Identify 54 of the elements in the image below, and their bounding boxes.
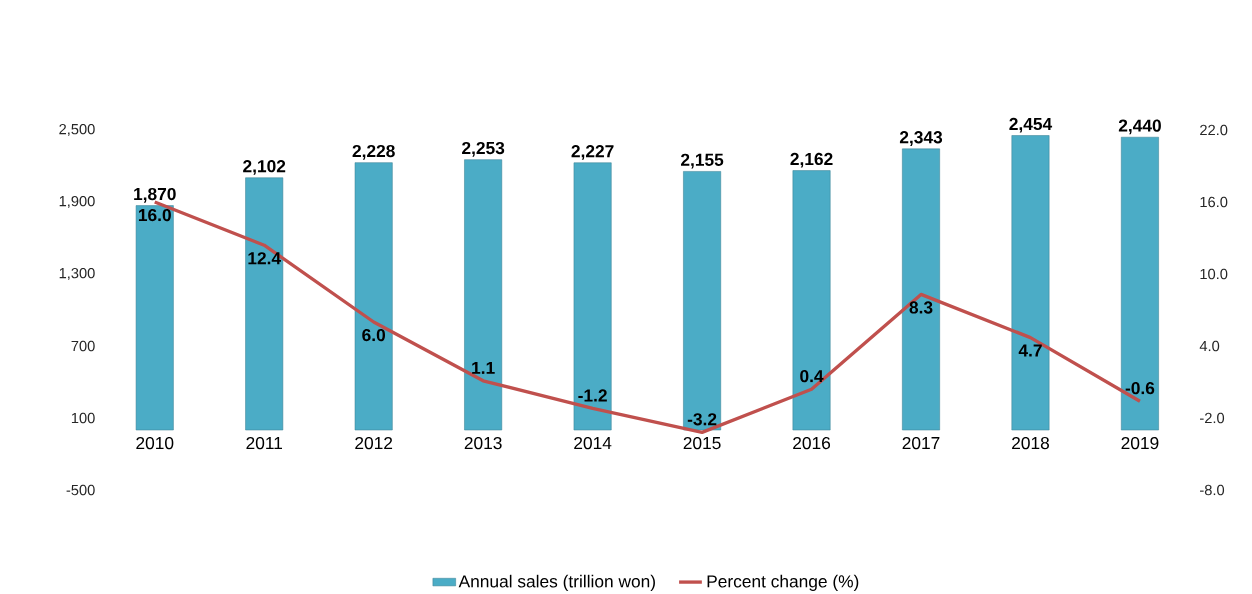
data-label: 12.4 — [248, 252, 281, 265]
data-label: 0.4 — [800, 369, 824, 383]
data-label: 2,227 — [571, 145, 614, 160]
x-tick-label: 2014 — [574, 436, 612, 450]
data-label: -3.2 — [687, 413, 717, 426]
y-tick-label: -500 — [66, 484, 95, 496]
data-label: 2,102 — [243, 160, 286, 175]
data-label: -0.6 — [1125, 381, 1155, 395]
data-label: -1.2 — [578, 389, 607, 402]
y-tick-label: 1,300 — [59, 267, 95, 281]
x-tick-label: 2015 — [683, 436, 721, 450]
y-tick-label: 700 — [71, 340, 95, 352]
data-label: 2,343 — [899, 131, 943, 146]
bar — [245, 177, 284, 431]
data-label: 2,253 — [462, 141, 505, 157]
x-tick-label: 2017 — [902, 436, 940, 450]
data-label: 8.3 — [909, 301, 933, 314]
x-tick-label: 2012 — [355, 436, 393, 450]
y-tick-label: 100 — [71, 412, 95, 424]
bar — [573, 162, 612, 431]
bar — [135, 205, 174, 431]
bar — [1121, 136, 1159, 431]
y-tick-label: 1,900 — [59, 195, 95, 209]
bar — [683, 171, 722, 431]
y2-tick-label: 16.0 — [1200, 196, 1228, 208]
bar — [464, 159, 503, 431]
data-label: 4.7 — [1018, 344, 1042, 357]
data-label: 1.1 — [472, 361, 495, 374]
y2-tick-label: -2.0 — [1200, 412, 1225, 424]
y2-tick-label: 4.0 — [1199, 340, 1220, 352]
data-label: 2,228 — [352, 144, 395, 160]
x-tick-label: 2013 — [464, 436, 502, 450]
x-tick-label: 2010 — [136, 436, 174, 450]
bar — [902, 148, 940, 431]
bar — [1011, 135, 1050, 431]
y2-tick-label: -8.0 — [1200, 484, 1225, 496]
data-label: 1,870 — [134, 187, 176, 203]
y-tick-label: 2,500 — [59, 123, 95, 137]
bar — [354, 162, 393, 431]
x-tick-label: 2011 — [246, 436, 282, 450]
data-label: 2,440 — [1118, 119, 1161, 135]
data-label: 2,454 — [1009, 117, 1053, 133]
y2-tick-label: 10.0 — [1200, 268, 1228, 280]
data-label: 6.0 — [362, 328, 386, 342]
x-tick-label: 2019 — [1121, 436, 1159, 450]
data-label: 2,155 — [680, 153, 724, 169]
data-label: 2,162 — [790, 152, 833, 168]
x-tick-label: 2018 — [1012, 436, 1049, 450]
y2-tick-label: 22.0 — [1200, 124, 1228, 136]
legend-label: Percent change (%) — [707, 574, 859, 591]
x-tick-label: 2016 — [793, 436, 831, 450]
data-label: 16.0 — [138, 208, 171, 222]
legend-label: Annual sales (trillion won) — [458, 574, 655, 591]
bar — [792, 170, 831, 431]
